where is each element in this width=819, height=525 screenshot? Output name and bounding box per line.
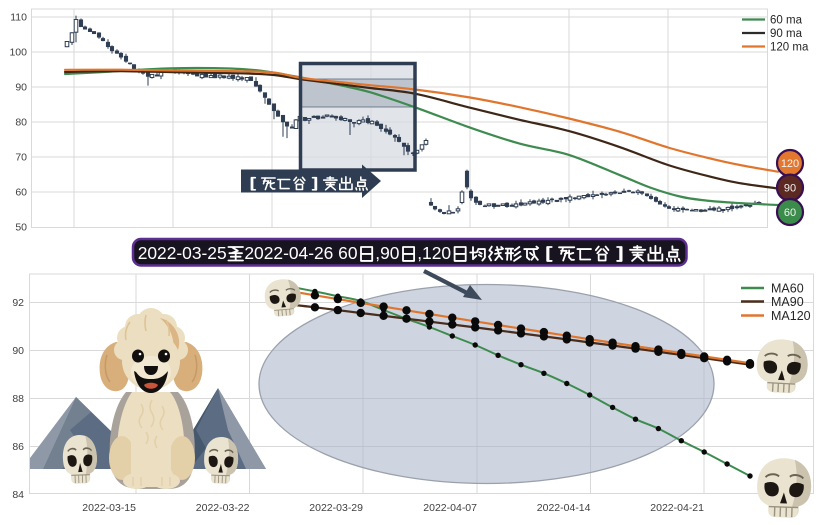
svg-text:60 ma: 60 ma: [770, 15, 803, 27]
svg-text:92: 92: [12, 297, 24, 309]
svg-text:,90: ,90: [375, 243, 399, 263]
svg-text:90: 90: [784, 183, 796, 195]
svg-text:100: 100: [9, 47, 27, 59]
svg-text:,120: ,120: [417, 243, 451, 263]
svg-text:2022-03-22: 2022-03-22: [196, 502, 250, 514]
svg-text:50: 50: [15, 222, 27, 234]
svg-text:2022-04-07: 2022-04-07: [423, 502, 477, 514]
svg-text:2022-04-21: 2022-04-21: [650, 502, 704, 514]
svg-text:110: 110: [10, 12, 27, 24]
svg-text:80: 80: [15, 117, 27, 129]
svg-text:MA90: MA90: [771, 295, 804, 309]
svg-text:2022-03-29: 2022-03-29: [309, 502, 363, 514]
svg-text:60: 60: [784, 207, 796, 219]
svg-text:2022-04-14: 2022-04-14: [537, 502, 591, 514]
svg-text:120: 120: [781, 158, 799, 170]
svg-text:90: 90: [12, 345, 24, 357]
svg-text:90: 90: [15, 82, 27, 94]
svg-text:2022-03-15: 2022-03-15: [82, 502, 136, 514]
svg-text:2022-03-25: 2022-03-25: [138, 243, 227, 263]
svg-text:70: 70: [15, 152, 27, 164]
svg-text:90 ma: 90 ma: [770, 28, 803, 40]
svg-text:120 ma: 120 ma: [770, 42, 809, 54]
svg-text:86: 86: [12, 441, 24, 453]
svg-text:2022-04-26 60: 2022-04-26 60: [244, 243, 357, 263]
svg-text:MA60: MA60: [771, 282, 804, 296]
svg-text:60: 60: [15, 187, 27, 199]
svg-text:MA120: MA120: [771, 309, 811, 323]
svg-text:88: 88: [12, 393, 24, 405]
svg-text:84: 84: [12, 489, 24, 501]
